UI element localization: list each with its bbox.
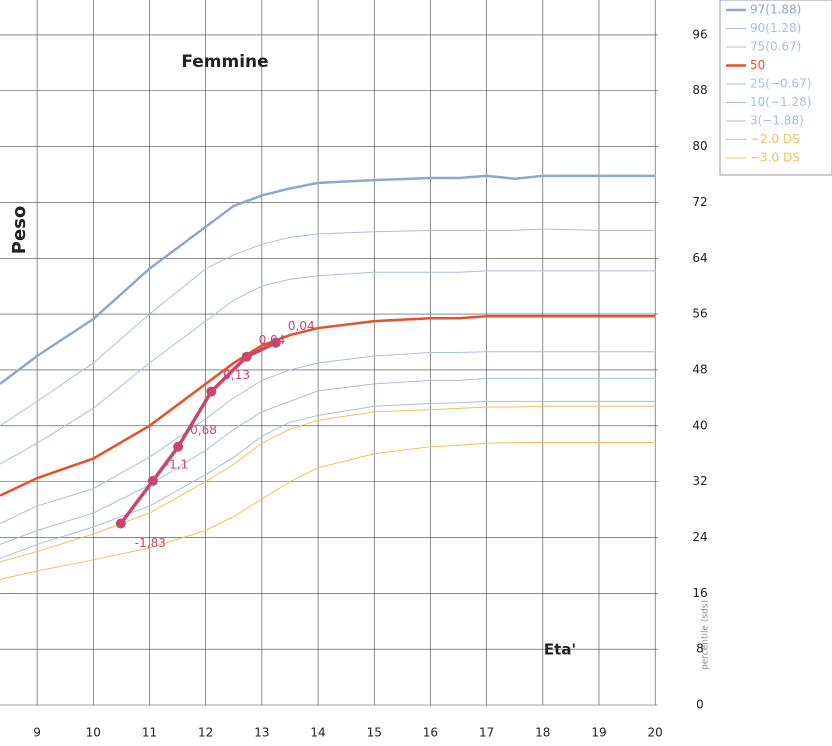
patient-line: [119, 341, 277, 525]
legend-box: [719, 0, 832, 176]
x-tick-label: 15: [367, 726, 382, 740]
x-tick-label: 12: [198, 726, 213, 740]
x-tick-label: 20: [648, 726, 663, 740]
patient-sds-label: 0,04: [288, 319, 315, 333]
legend-label: 75(0.67): [750, 40, 801, 54]
y-tick-label: 32: [692, 474, 707, 488]
legend-label: −3.0 DS: [750, 151, 800, 165]
legend-note: percentile (sds): [701, 600, 711, 670]
patient-sds-label: -1,83: [135, 536, 166, 550]
patient-sds-label: 0,13: [223, 368, 250, 382]
x-tick-label: 16: [423, 726, 438, 740]
x-tick-label: 19: [591, 726, 606, 740]
y-tick-label: 16: [692, 586, 707, 600]
percentile-line: [0, 314, 656, 497]
legend-label: 25(−0.67): [750, 77, 811, 91]
legend-label: 10(−1.28): [750, 95, 811, 109]
legend-label: −2.0 DS: [750, 132, 800, 146]
y-tick-label: 56: [692, 307, 707, 321]
legend-label: 90(1.28): [750, 21, 801, 35]
patient-point: [115, 518, 126, 529]
y-tick-label: 64: [692, 251, 707, 265]
y-axis-label: Peso: [9, 206, 30, 254]
x-tick-label: 14: [310, 726, 325, 740]
patient-point: [270, 337, 281, 348]
patient-point: [206, 386, 217, 397]
percentile-line: [0, 442, 656, 580]
y-tick-label: 80: [692, 139, 707, 153]
percentile-line: [0, 405, 656, 563]
x-tick-label: 18: [535, 726, 550, 740]
plot-area: [0, 0, 658, 705]
patient-sds-label: -1,1: [165, 457, 188, 471]
y-tick-label: 24: [692, 530, 707, 544]
patient-sds-label: 0,68: [190, 423, 217, 437]
percentile-line: [0, 228, 656, 427]
percentile-line: [0, 270, 656, 465]
patient-point: [241, 351, 252, 362]
y-tick-label: 72: [692, 195, 707, 209]
x-tick-label: 11: [142, 726, 157, 740]
y-tick-label: 88: [692, 83, 707, 97]
x-axis-label: Eta': [544, 641, 576, 659]
y-tick-label: 0: [696, 698, 704, 712]
x-tick-label: 13: [254, 726, 269, 740]
patient-point: [173, 441, 184, 452]
legend-label: 3(−1.88): [750, 114, 804, 128]
y-tick-label: 96: [692, 27, 707, 41]
percentile-line: [0, 174, 656, 385]
legend-label: 97(1.88): [750, 3, 801, 17]
patient-point: [147, 475, 158, 486]
x-tick-label: 17: [479, 726, 494, 740]
x-tick-label: 10: [86, 726, 101, 740]
percentile-line: [0, 377, 656, 545]
percentile-line: [0, 351, 656, 524]
y-tick-label: 48: [692, 362, 707, 376]
y-tick-label: 40: [692, 418, 707, 432]
y-tick-label: 8: [696, 642, 704, 656]
chart-title: Femmine: [181, 52, 268, 72]
legend-label: 50: [750, 58, 765, 72]
x-tick-label: 9: [33, 726, 41, 740]
